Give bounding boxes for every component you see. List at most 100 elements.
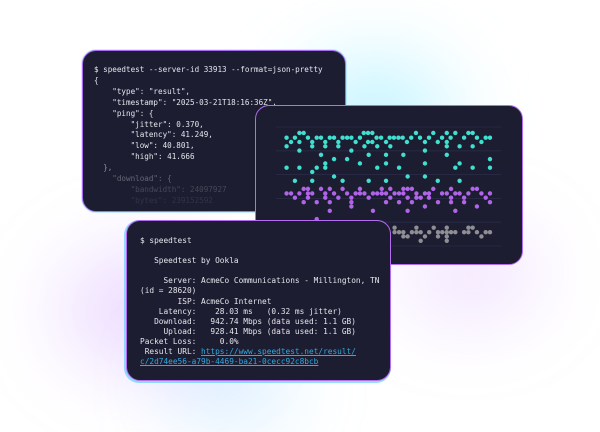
data-point <box>310 191 315 196</box>
data-point <box>357 191 363 196</box>
data-point <box>483 229 488 235</box>
data-point <box>336 139 341 145</box>
download-line: Download: 942.74 Mbps (data used: 1.1 GB… <box>140 316 356 326</box>
data-point <box>284 144 289 149</box>
data-point <box>487 165 493 170</box>
data-point <box>310 169 315 175</box>
json-line: }, <box>94 163 113 173</box>
data-point <box>418 238 423 243</box>
data-point <box>327 186 332 192</box>
data-point <box>444 234 449 239</box>
data-point <box>474 186 480 192</box>
data-point <box>314 135 319 140</box>
data-point <box>375 144 380 149</box>
data-point <box>405 195 410 200</box>
result-url-link[interactable]: c/2d74ee56-a79b-4469-ba21-0cecc92c8bcb <box>140 357 319 367</box>
data-point <box>297 139 302 145</box>
data-point <box>474 229 480 235</box>
server-line: Server: AcmeCo Communications - Millingt… <box>140 276 380 286</box>
data-point <box>405 234 410 239</box>
data-point <box>439 135 445 140</box>
data-point <box>414 195 419 200</box>
json-line: "type": "result", <box>94 86 191 96</box>
data-point <box>396 229 402 235</box>
upload-line: Upload: 928.41 Mbps (data used: 1.1 GB) <box>140 326 356 336</box>
json-line: "ping": { <box>94 108 154 118</box>
json-line: "latency": 41.249, <box>94 130 213 140</box>
data-point <box>401 186 406 192</box>
data-point <box>448 195 454 200</box>
data-point <box>383 191 389 196</box>
data-point <box>374 135 379 140</box>
data-point <box>310 139 315 145</box>
data-point <box>357 186 363 192</box>
json-line: "bandwidth": 24097927 <box>94 184 227 194</box>
data-point <box>396 191 402 196</box>
data-point <box>431 186 436 192</box>
data-point <box>297 148 302 153</box>
data-point <box>396 165 402 170</box>
data-point <box>331 135 337 140</box>
data-point <box>362 144 367 149</box>
data-point <box>310 178 315 183</box>
data-point <box>409 135 414 140</box>
data-point <box>487 156 493 162</box>
data-point <box>487 200 493 205</box>
data-point <box>349 135 354 140</box>
data-point <box>292 195 298 200</box>
data-point <box>457 144 462 149</box>
data-point <box>470 130 475 136</box>
data-point <box>366 152 371 158</box>
data-point <box>305 195 311 200</box>
data-point <box>344 191 350 196</box>
data-point <box>414 225 419 230</box>
data-point <box>357 161 363 166</box>
data-point <box>365 130 371 136</box>
data-point <box>383 152 389 158</box>
data-point <box>405 208 410 213</box>
data-point <box>461 229 467 235</box>
json-line: "timestamp": "2025-03-21T18:16:36Z", <box>94 97 277 107</box>
data-point <box>314 200 319 205</box>
data-point <box>444 229 449 235</box>
data-point <box>327 208 332 213</box>
data-point <box>422 234 428 239</box>
data-point <box>387 135 392 140</box>
data-point <box>284 165 289 170</box>
data-point <box>349 148 354 153</box>
server-id-line: (id = 28620) <box>140 286 197 296</box>
data-point <box>314 165 319 170</box>
data-point <box>375 165 380 170</box>
data-point <box>483 135 488 140</box>
data-point <box>336 195 341 200</box>
data-point <box>340 178 345 183</box>
data-point <box>439 191 445 196</box>
dot-chart <box>276 126 501 247</box>
data-point <box>370 191 376 196</box>
data-point <box>379 186 384 192</box>
data-point <box>288 139 294 145</box>
data-point <box>453 208 458 213</box>
data-point <box>466 225 471 230</box>
json-line: "high": 41.666 <box>94 152 195 162</box>
result-url-link[interactable]: https://www.speedtest.net/result/ <box>201 347 356 357</box>
data-point <box>357 135 363 140</box>
data-point <box>353 191 358 196</box>
data-point <box>479 234 484 239</box>
data-point <box>388 195 393 200</box>
data-point <box>375 191 380 196</box>
data-point <box>435 200 441 205</box>
data-point <box>461 200 467 205</box>
data-point <box>453 191 458 196</box>
data-point <box>340 135 345 140</box>
data-point <box>444 152 449 158</box>
data-point <box>323 144 328 149</box>
data-point <box>422 204 428 209</box>
result-url-label: Result URL: <box>140 347 202 357</box>
data-point <box>336 144 341 149</box>
data-point <box>444 191 449 196</box>
data-point <box>362 191 367 196</box>
data-point <box>470 186 475 192</box>
data-point <box>349 204 354 209</box>
data-point <box>323 165 328 170</box>
